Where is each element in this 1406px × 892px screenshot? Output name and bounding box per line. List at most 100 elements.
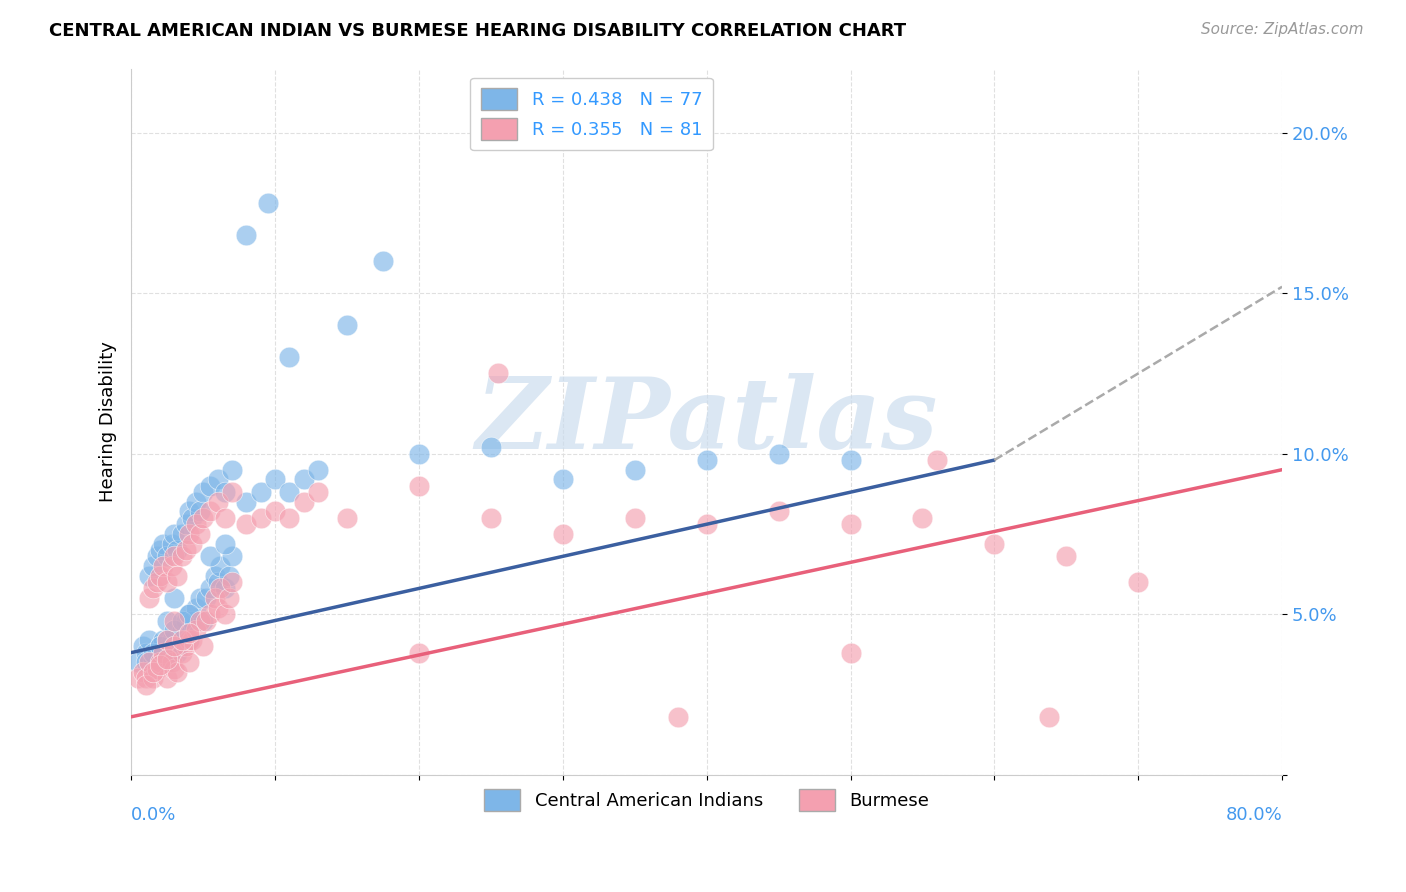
Point [911,511,934,525]
Point [188,614,211,628]
Point [160,536,183,550]
Point [207,574,229,589]
Point [839,646,862,660]
Point [135,678,157,692]
Point [983,536,1005,550]
Point [156,652,179,666]
Point [264,472,287,486]
Point [221,549,243,564]
Point [156,655,179,669]
Point [195,614,218,628]
Point [160,632,183,647]
Point [235,228,257,243]
Point [221,463,243,477]
Point [163,662,186,676]
Point [132,665,155,679]
Point [152,646,174,660]
Point [177,607,200,621]
Point [177,626,200,640]
Point [156,632,179,647]
Point [486,367,509,381]
Point [156,614,179,628]
Point [142,646,165,660]
Point [132,639,155,653]
Point [149,568,172,582]
Point [235,517,257,532]
Point [127,671,149,685]
Y-axis label: Hearing Disability: Hearing Disability [100,341,117,502]
Point [200,607,222,621]
Point [221,485,243,500]
Point [408,447,430,461]
Point [292,472,315,486]
Point [166,568,188,582]
Point [408,646,430,660]
Point [163,614,186,628]
Text: 80.0%: 80.0% [1226,806,1282,824]
Point [214,607,236,621]
Text: 0.0%: 0.0% [131,806,177,824]
Point [207,495,229,509]
Point [166,646,188,660]
Point [149,658,172,673]
Text: Source: ZipAtlas.com: Source: ZipAtlas.com [1201,22,1364,37]
Point [160,558,183,573]
Point [209,582,232,596]
Point [307,485,329,500]
Point [200,479,222,493]
Point [336,511,359,525]
Point [149,543,172,558]
Point [551,472,574,486]
Point [666,710,689,724]
Point [188,527,211,541]
Point [221,574,243,589]
Point [170,549,193,564]
Text: CENTRAL AMERICAN INDIAN VS BURMESE HEARING DISABILITY CORRELATION CHART: CENTRAL AMERICAN INDIAN VS BURMESE HEARI… [49,22,907,40]
Point [142,558,165,573]
Point [768,504,790,518]
Point [204,568,226,582]
Point [149,639,172,653]
Point [156,549,179,564]
Point [163,591,186,605]
Point [170,614,193,628]
Point [149,639,172,653]
Point [166,543,188,558]
Point [152,632,174,647]
Point [336,318,359,333]
Point [180,511,202,525]
Point [207,472,229,486]
Point [174,543,197,558]
Point [623,511,645,525]
Point [163,623,186,637]
Point [195,591,218,605]
Point [127,655,149,669]
Point [177,504,200,518]
Point [371,254,394,268]
Point [184,600,207,615]
Point [170,632,193,647]
Point [278,351,301,365]
Point [177,632,200,647]
Point [170,646,193,660]
Text: ZIPatlas: ZIPatlas [475,373,938,470]
Point [696,517,718,532]
Point [623,463,645,477]
Point [146,662,169,676]
Point [188,504,211,518]
Point [142,665,165,679]
Point [163,639,186,653]
Point [149,655,172,669]
Point [214,511,236,525]
Point [177,607,200,621]
Point [214,485,236,500]
Point [209,558,232,573]
Point [142,582,165,596]
Point [160,655,183,669]
Point [146,646,169,660]
Point [177,632,200,647]
Point [768,447,790,461]
Point [138,655,160,669]
Point [138,591,160,605]
Point [163,527,186,541]
